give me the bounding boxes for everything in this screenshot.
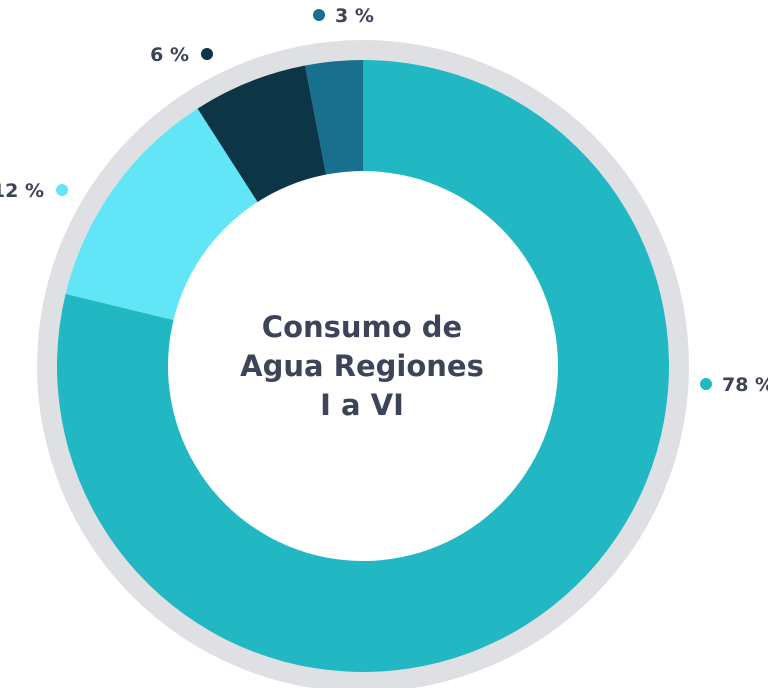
legend-dot-3: [201, 48, 213, 60]
slice-label-3: 6 %: [150, 44, 189, 66]
chart-title-line-2: Agua Regiones: [240, 349, 484, 383]
labels-group: 78 % 12 % 6 % 3 %: [0, 5, 768, 396]
legend-dot-2: [56, 184, 68, 196]
slice-label-2: 12 %: [0, 180, 44, 202]
slice-label-4: 3 %: [335, 5, 374, 27]
slice-label-1: 78 %: [722, 374, 768, 396]
inner-hole: [168, 171, 558, 561]
legend-dot-1: [700, 378, 712, 390]
legend-dot-4: [313, 9, 325, 21]
chart-title-line-1: Consumo de: [262, 310, 462, 344]
chart-title-line-3: I a VI: [320, 388, 404, 422]
